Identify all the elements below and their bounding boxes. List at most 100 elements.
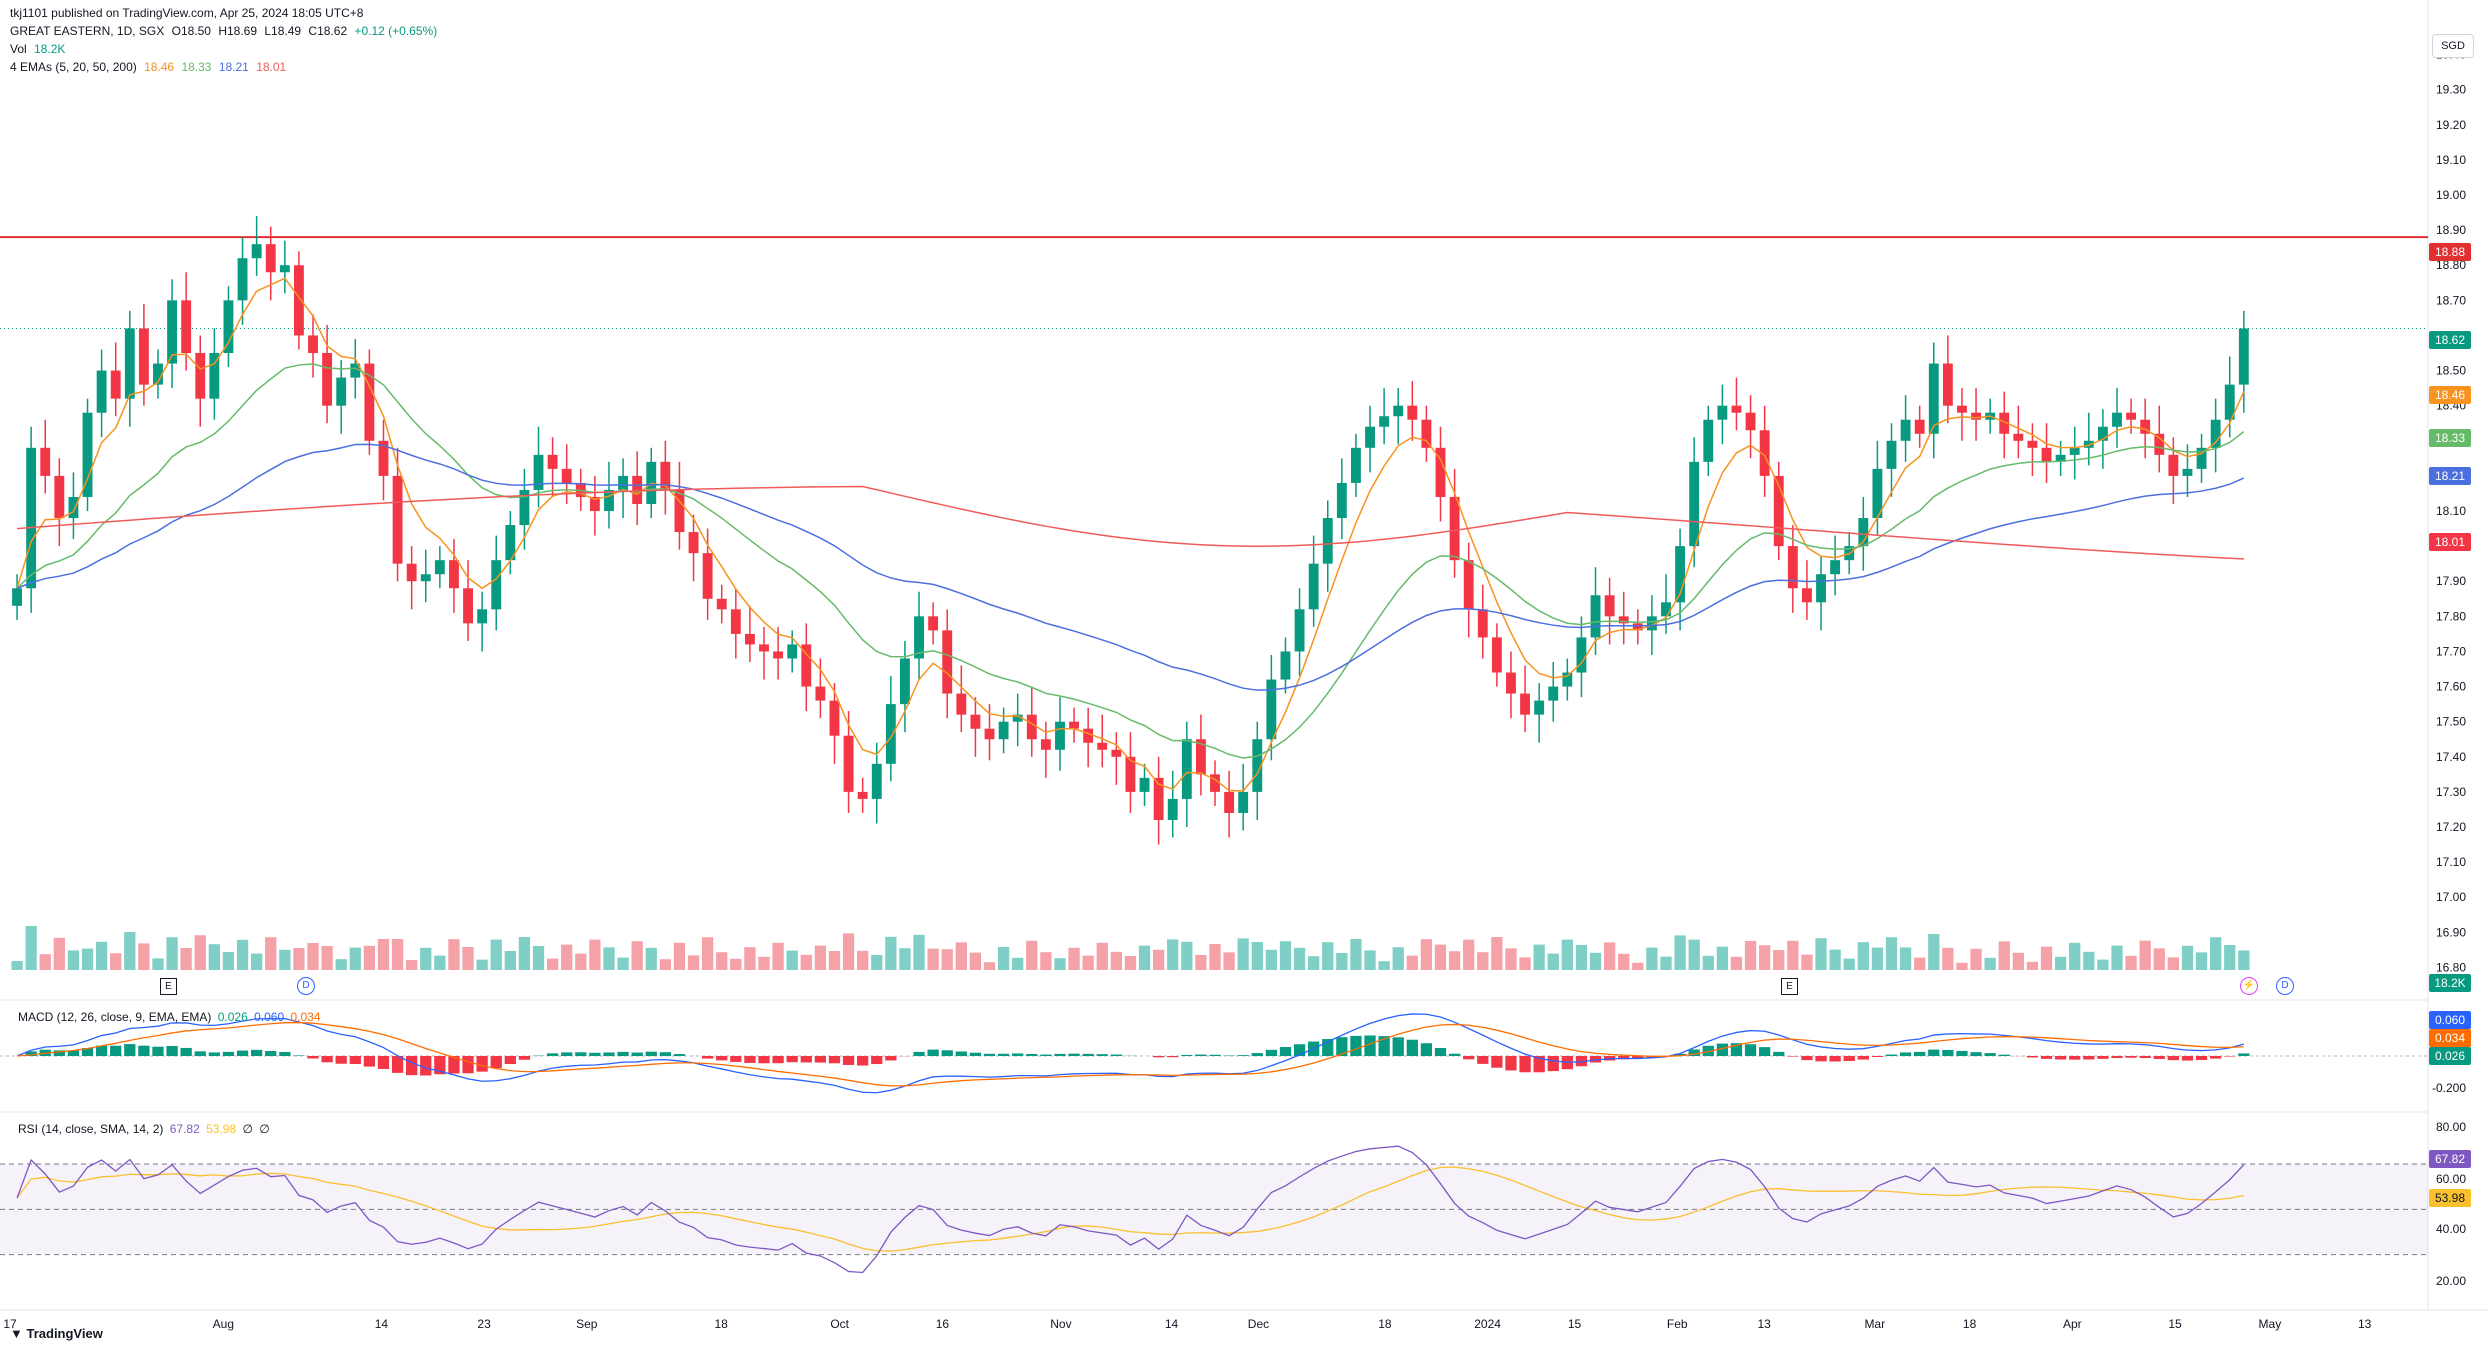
macd-histogram-bar xyxy=(307,1056,318,1058)
volume-price-tag: 18.2K xyxy=(2429,974,2471,992)
macd-histogram-bar xyxy=(801,1056,812,1062)
macd-histogram-bar xyxy=(350,1056,361,1064)
volume-bar xyxy=(1576,945,1587,970)
candle-body xyxy=(40,448,50,476)
volume-bar xyxy=(1407,956,1418,970)
volume-bar xyxy=(1858,942,1869,970)
macd-histogram-bar xyxy=(984,1054,995,1056)
split-marker[interactable]: ⚡ xyxy=(2240,977,2258,995)
currency-button[interactable]: SGD xyxy=(2432,34,2474,58)
candle-body xyxy=(1407,406,1417,420)
candle-body xyxy=(1097,743,1107,750)
macd-histogram-bar xyxy=(166,1046,177,1056)
macd-histogram-bar xyxy=(1252,1053,1263,1056)
time-tick-label: Dec xyxy=(1248,1317,1269,1331)
volume-bar xyxy=(871,955,882,970)
macd-histogram-bar xyxy=(519,1056,530,1060)
price-tick-label: 18.10 xyxy=(2436,504,2466,518)
time-tick-label: 18 xyxy=(714,1317,728,1331)
macd-histogram-bar xyxy=(237,1051,248,1056)
volume-bar xyxy=(378,939,389,970)
volume-bar xyxy=(2097,960,2108,970)
candle-body xyxy=(787,644,797,658)
volume-bar xyxy=(998,947,1009,970)
macd-histogram-bar xyxy=(1970,1052,1981,1056)
time-tick-label: Apr xyxy=(2063,1317,2082,1331)
price-tick-label: 19.30 xyxy=(2436,83,2466,97)
volume-bar xyxy=(1999,941,2010,970)
candle-body xyxy=(830,701,840,736)
dividend-marker[interactable]: D xyxy=(297,977,315,995)
price-tick-label: 17.70 xyxy=(2436,644,2466,658)
candle-body xyxy=(1182,739,1192,799)
candle-body xyxy=(393,476,403,564)
candle-body xyxy=(12,588,22,606)
volume-bar xyxy=(392,939,403,970)
macd-histogram-bar xyxy=(2027,1056,2038,1057)
candle-body xyxy=(463,588,473,623)
macd-histogram-bar xyxy=(181,1048,192,1056)
macd-histogram-bar xyxy=(1815,1056,1826,1061)
macd-histogram-bar xyxy=(575,1052,586,1056)
volume-bar xyxy=(970,953,981,970)
candle-body xyxy=(1041,739,1051,750)
volume-bar xyxy=(1252,942,1263,970)
volume-bar xyxy=(1336,953,1347,970)
volume-bar xyxy=(434,956,445,970)
volume-bar xyxy=(26,926,37,970)
rsi-ma-tag: 53.98 xyxy=(2429,1189,2471,1207)
rsi-axis-60: 60.00 xyxy=(2436,1172,2466,1186)
volume-bar xyxy=(1590,953,1601,970)
time-tick-label: May xyxy=(2259,1317,2282,1331)
volume-bar xyxy=(829,951,840,970)
candle-body xyxy=(1393,406,1403,417)
volume-bar xyxy=(110,953,121,970)
earnings-marker-2[interactable]: E xyxy=(1781,978,1798,995)
candle-body xyxy=(2070,448,2080,455)
macd-histogram-bar xyxy=(1872,1056,1883,1057)
macd-histogram-bar xyxy=(364,1056,375,1067)
volume-bar xyxy=(1872,948,1883,970)
macd-histogram-bar xyxy=(1745,1044,1756,1056)
volume-bar xyxy=(913,935,924,970)
volume-bar xyxy=(575,954,586,970)
candle-body xyxy=(68,497,78,518)
macd-histogram-bar xyxy=(2111,1056,2122,1058)
volume-bar xyxy=(448,939,459,970)
candle-body xyxy=(604,490,614,511)
candle-body xyxy=(618,476,628,490)
volume-bar xyxy=(1209,944,1220,970)
volume-bar xyxy=(1097,943,1108,970)
volume-bar xyxy=(1703,956,1714,970)
volume-bar xyxy=(646,948,657,970)
macd-histogram-bar xyxy=(1759,1047,1770,1056)
macd-histogram-bar xyxy=(772,1056,783,1063)
volume-bar xyxy=(1745,941,1756,970)
earnings-marker[interactable]: E xyxy=(160,978,177,995)
volume-bar xyxy=(1618,954,1629,970)
volume-bar xyxy=(857,951,868,970)
macd-histogram-bar xyxy=(1956,1051,1967,1056)
candle-body xyxy=(815,687,825,701)
candle-body xyxy=(970,715,980,729)
macd-histogram-bar xyxy=(927,1050,938,1056)
time-tick-label: 14 xyxy=(1165,1317,1179,1331)
volume-bar xyxy=(54,938,65,970)
dividend-marker-2[interactable]: D xyxy=(2276,977,2294,995)
volume-bar xyxy=(1689,940,1700,970)
macd-histogram-bar xyxy=(2224,1056,2235,1057)
price-tick-label: 17.10 xyxy=(2436,855,2466,869)
macd-histogram-bar xyxy=(1238,1055,1249,1056)
macd-histogram-bar xyxy=(476,1056,487,1072)
candle-body xyxy=(125,328,135,398)
volume-bar xyxy=(942,949,953,970)
volume-bar xyxy=(1759,945,1770,970)
volume-bar xyxy=(1505,948,1516,970)
volume-bar xyxy=(1435,945,1446,970)
ohlc-close: C18.62 xyxy=(308,24,347,38)
volume-bar xyxy=(364,946,375,970)
macd-histogram-bar xyxy=(1900,1052,1911,1056)
macd-histogram-bar xyxy=(1097,1054,1108,1056)
